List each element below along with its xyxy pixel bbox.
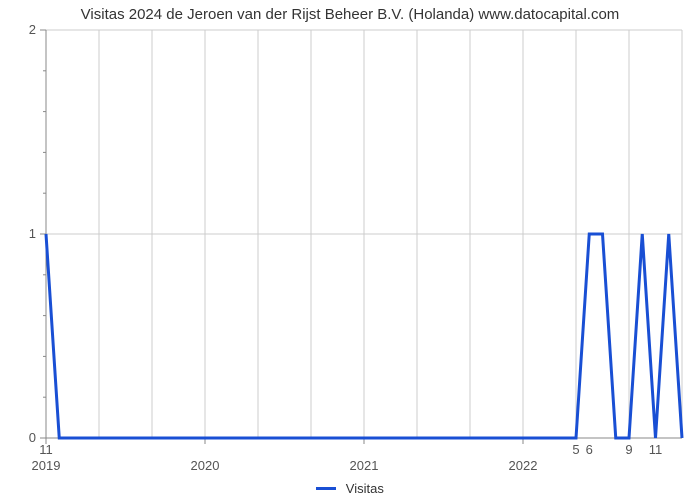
legend-label: Visitas — [346, 481, 384, 496]
legend: Visitas — [0, 481, 700, 496]
svg-text:11: 11 — [39, 442, 53, 457]
svg-text:1: 1 — [29, 226, 36, 241]
chart-title: Visitas 2024 de Jeroen van der Rijst Beh… — [0, 6, 700, 23]
chart-container: Visitas 2024 de Jeroen van der Rijst Beh… — [0, 0, 700, 500]
svg-text:2021: 2021 — [350, 458, 379, 473]
chart-svg: 0 1 2 2019 2020 2021 2022 11 56 9 11 — [0, 0, 700, 500]
svg-text:11: 11 — [649, 442, 663, 457]
svg-text:5: 5 — [572, 442, 579, 457]
svg-text:6: 6 — [586, 442, 593, 457]
svg-text:2019: 2019 — [32, 458, 61, 473]
svg-text:2020: 2020 — [191, 458, 220, 473]
svg-text:0: 0 — [29, 430, 36, 445]
svg-text:2: 2 — [29, 22, 36, 37]
svg-text:2022: 2022 — [509, 458, 538, 473]
svg-text:9: 9 — [625, 442, 632, 457]
legend-swatch — [316, 487, 336, 490]
